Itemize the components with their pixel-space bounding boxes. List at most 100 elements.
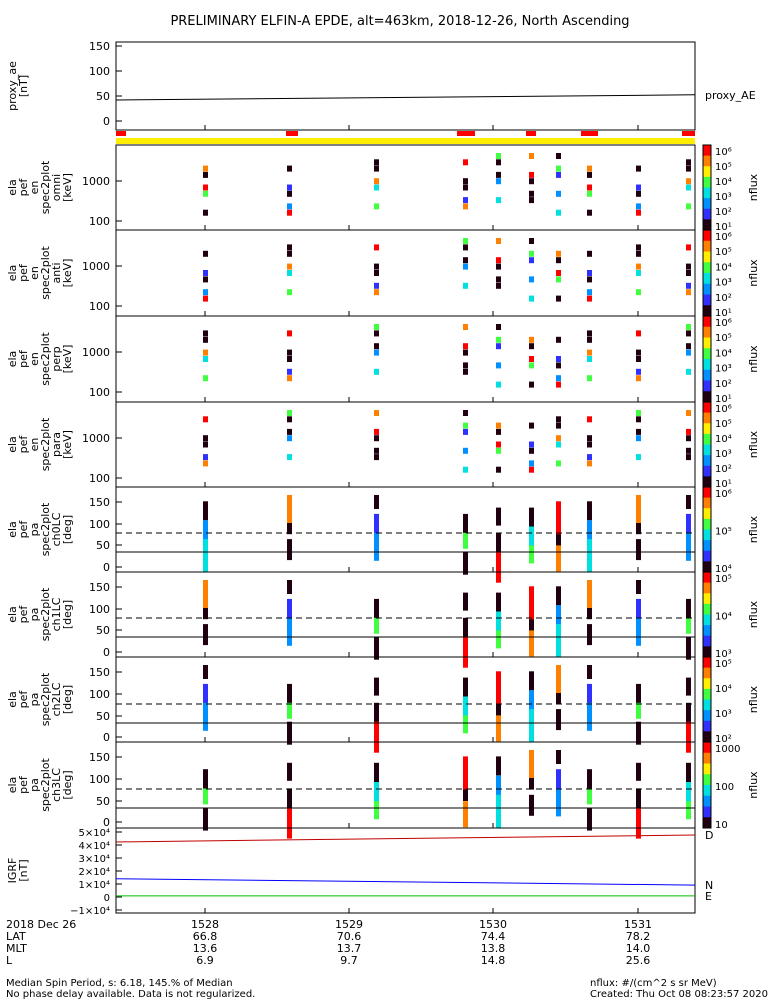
spectrogram-cell [374, 617, 379, 634]
spectrogram-cell [496, 696, 501, 716]
colorbar-swatch [703, 493, 711, 496]
spectrogram-cell [287, 165, 292, 172]
colorbar-swatch [703, 599, 711, 603]
colorbar-label: nflux [747, 259, 760, 287]
colorbar-label: nflux [747, 771, 760, 799]
ylabel-line: ch1LC [50, 597, 63, 631]
colorbar-swatch [703, 328, 711, 332]
colorbar-swatch [703, 804, 711, 807]
colorbar-swatch [703, 313, 711, 317]
colorbar-swatch [703, 474, 711, 477]
colorbar-swatch [703, 614, 711, 618]
colorbar-tick-label: 10⁴ [715, 262, 732, 273]
spectrogram-cell [686, 636, 691, 660]
colorbar-swatch [703, 429, 711, 433]
spectrogram-cell [496, 441, 501, 448]
colorbar-swatch [703, 331, 711, 334]
colorbar-swatch [703, 427, 711, 431]
spectrogram-cell [587, 454, 592, 461]
ytick-label: 1×10⁴ [79, 880, 110, 891]
colorbar-swatch [703, 693, 711, 696]
colorbar-swatch [703, 648, 711, 652]
colorbar-swatch [703, 725, 711, 728]
spectrogram-cell [374, 263, 379, 270]
colorbar-swatch [703, 627, 711, 630]
panel-7: elapefpaspec2plotch2LC[deg] nflux [6, 656, 760, 753]
colorbar-swatch [703, 266, 711, 270]
colorbar-swatch [703, 518, 711, 522]
colorbar-swatch [703, 155, 711, 159]
colorbar-swatch [703, 450, 711, 454]
spectrogram-cell [203, 683, 208, 705]
colorbar-tick-label: 10² [715, 379, 732, 390]
colorbar-swatch [703, 714, 711, 717]
spectrogram-cell [463, 197, 468, 204]
colorbar-tick-label: 10⁴ [715, 348, 732, 359]
colorbar-tick-label: 10⁴ [715, 564, 732, 575]
spectrogram-cell [556, 336, 561, 343]
spectrogram-cell [587, 375, 592, 382]
colorbar-swatch [703, 633, 711, 637]
spectrogram-cell [529, 466, 534, 473]
colorbar-swatch [703, 305, 711, 308]
spectrogram-cell [496, 153, 501, 159]
ytick-label: 1000 [82, 260, 110, 273]
panel-8: elapefpaspec2plotch3LC[deg] nflux [6, 741, 760, 839]
spectrogram-cell [374, 368, 379, 375]
spectrogram-cell [287, 330, 292, 337]
ytick-label: 1000 [82, 432, 110, 445]
spectrogram-cell [374, 435, 379, 442]
spectrogram-cell [587, 460, 592, 467]
colorbar-swatch [703, 727, 711, 730]
spectrogram-cell [203, 416, 208, 423]
ylabel-line: [nT] [17, 859, 30, 881]
spectrogram-cell [463, 159, 468, 166]
colorbar-swatch [703, 659, 711, 662]
spectrogram-cell [686, 762, 691, 787]
spectrogram-cell [203, 184, 208, 191]
red-marker-1 [286, 131, 298, 136]
xrow-value: 78.2 [626, 930, 651, 943]
colorbar-swatch [703, 499, 711, 503]
colorbar-swatch [703, 288, 711, 291]
colorbar-swatch [703, 298, 711, 302]
colorbar-swatch [703, 206, 711, 210]
colorbar-swatch [703, 404, 711, 407]
spectrogram-cell [463, 617, 468, 642]
colorbar-swatch [703, 316, 711, 319]
spectrogram-cell [374, 702, 379, 727]
colorbar-swatch [703, 348, 711, 351]
colorbar-swatch [703, 491, 711, 494]
xrow-label: L [6, 954, 13, 967]
spectrogram-cell [463, 532, 468, 549]
ytick-label: 0 [103, 646, 110, 659]
spectrogram-cell [203, 624, 208, 646]
spectrogram-cell [203, 441, 208, 448]
colorbar-swatch [703, 414, 711, 418]
spectrogram-cell [636, 435, 641, 442]
ylabel-line: pef [17, 520, 30, 539]
ylabel-line: ela [6, 265, 19, 282]
colorbar-swatch [703, 467, 711, 471]
colorbar-swatch [703, 603, 711, 607]
colorbar-swatch [703, 802, 711, 805]
ytick-label: 50 [96, 90, 110, 103]
spectrogram-cell [686, 263, 691, 270]
spectrogram-cell [496, 238, 501, 244]
colorbar-swatch [703, 578, 711, 581]
spectrogram-cell [686, 165, 691, 172]
spectrogram-cell [529, 545, 534, 564]
colorbar-swatch [703, 472, 711, 475]
colorbar-swatch [703, 686, 711, 690]
spectrogram-cell [374, 513, 379, 535]
spectrogram-cell [587, 209, 592, 216]
ytick-label: 150 [89, 751, 110, 764]
colorbar-swatch [703, 597, 711, 601]
spectrogram-cell [287, 807, 292, 839]
spectrogram-cell [203, 276, 208, 283]
spectrogram-cell [529, 362, 534, 369]
colorbar-swatch [703, 778, 711, 782]
colorbar-swatch [703, 637, 711, 641]
colorbar-tick-label: 10⁵ [715, 162, 732, 173]
colorbar-swatch [703, 444, 711, 448]
